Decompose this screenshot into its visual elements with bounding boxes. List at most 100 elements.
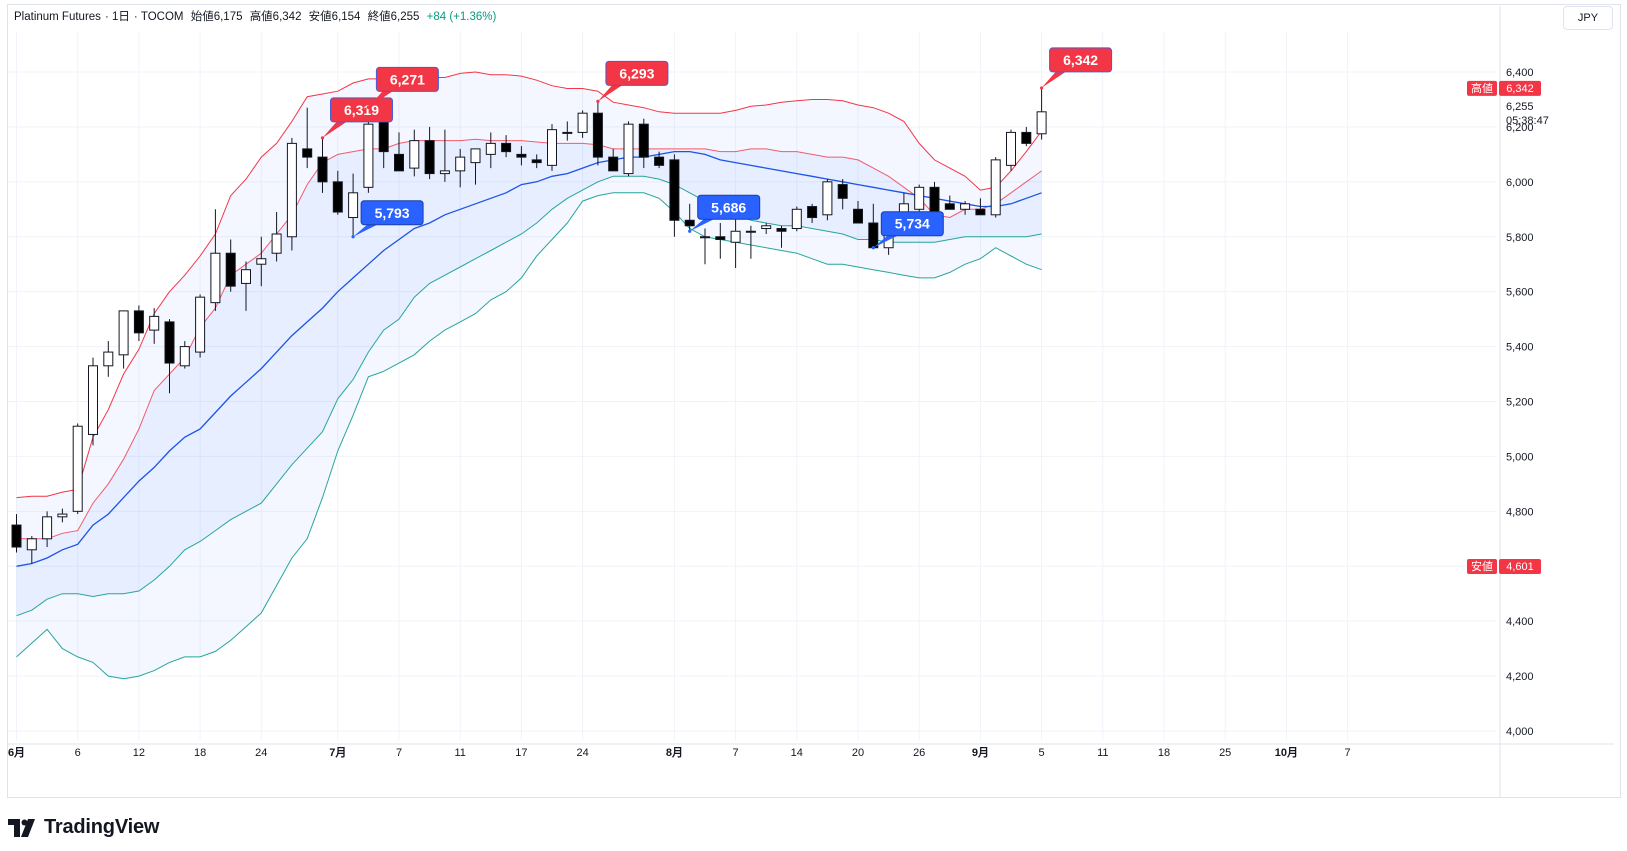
callout-pointer — [368, 91, 393, 108]
time-tick-label: 24 — [576, 747, 588, 759]
candle — [26, 536, 37, 564]
price-tick-label: 5,200 — [1506, 397, 1534, 409]
low-tag-label: 安値 — [1471, 559, 1493, 573]
currency-button[interactable]: JPY — [1563, 6, 1613, 30]
price-tick-label: 6,000 — [1506, 177, 1534, 189]
high-tag-value-bg — [1499, 80, 1541, 96]
callout-pointer — [873, 235, 898, 248]
candle — [439, 129, 450, 182]
candle-body — [470, 148, 481, 164]
callout-label: 6,271 — [390, 71, 425, 87]
candle-body — [745, 230, 756, 233]
candle — [348, 173, 359, 237]
candle-body — [562, 131, 573, 134]
candle-body — [654, 156, 665, 166]
candle-body — [1021, 131, 1032, 144]
high-value: 高値6,342 — [249, 11, 302, 23]
chart-frame — [7, 4, 1621, 798]
candle — [990, 157, 1001, 218]
candle — [179, 341, 190, 369]
callout-anchor — [688, 229, 692, 233]
high-price-tag: 高値 6,342 — [1467, 80, 1541, 96]
candle — [409, 129, 420, 177]
candle — [133, 305, 144, 342]
candle — [57, 508, 68, 523]
high-callout: 6,271 — [366, 66, 439, 110]
candle-body — [195, 296, 206, 353]
low-callout: 5,734 — [871, 211, 944, 250]
candle — [11, 514, 22, 553]
candle-body — [149, 315, 160, 331]
candle — [608, 148, 619, 172]
callout-anchor — [366, 105, 370, 110]
tradingview-logo[interactable]: TradingView — [8, 816, 159, 839]
callout-label: 5,793 — [375, 205, 410, 221]
time-tick-label: 7月 — [329, 746, 346, 759]
price-tags: 高値 6,342 6,255 05:38:47 安値 4,601 — [1467, 80, 1549, 574]
low-tag-value: 4,601 — [1506, 561, 1534, 573]
candle-body — [1006, 131, 1016, 166]
candle — [669, 154, 680, 237]
candle-body — [409, 140, 420, 169]
time-tick-label: 9月 — [972, 746, 989, 759]
low-tag-label-bg — [1467, 558, 1497, 574]
candle — [149, 308, 160, 344]
candle-body — [944, 203, 955, 210]
candle-body — [164, 321, 175, 364]
candle-body — [11, 524, 22, 548]
candle-body — [26, 538, 37, 551]
candle — [684, 203, 695, 232]
candles — [11, 87, 1047, 564]
price-tick-label: 6,200 — [1506, 122, 1534, 134]
candle — [225, 239, 236, 292]
band-outer-lower-line — [16, 192, 1042, 680]
candle-body — [669, 159, 680, 221]
interval-label[interactable]: 1日 — [111, 11, 130, 23]
bollinger-bands — [16, 71, 1043, 680]
time-axis[interactable]: 6月 6 12 18 24 7月 7 11 17 24 8月 7 14 20 26 9月 5 11 18 25 10月 7 — [8, 746, 1351, 759]
price-tick-label: 4,400 — [1506, 616, 1534, 628]
callout-box — [375, 66, 439, 92]
callout-label: 5,734 — [895, 216, 930, 232]
candle — [256, 236, 267, 287]
candle-body — [929, 186, 940, 213]
callout-pointer — [597, 85, 622, 102]
price-axis[interactable]: 4,0004,2004,4004,6004,8005,0005,2005,400… — [1506, 67, 1534, 738]
time-tick-label: 7 — [396, 747, 402, 759]
candle-body — [378, 120, 389, 153]
high-tag-label-bg — [1467, 80, 1497, 96]
candle — [42, 511, 53, 548]
candle — [1006, 129, 1016, 171]
candle — [103, 341, 114, 377]
candle-body — [547, 129, 557, 166]
time-tick-label: 26 — [913, 747, 925, 759]
symbol-header[interactable]: Platinum Futures · 1日 · TOCOM 始値6,175 高値6,… — [14, 11, 497, 23]
symbol-name[interactable]: Platinum Futures — [14, 11, 101, 23]
candle — [286, 137, 297, 251]
candle-body — [807, 206, 818, 219]
candle-body — [439, 170, 450, 175]
candle-body — [133, 310, 144, 334]
band-outer-fill — [16, 72, 1042, 679]
open-value: 始値6,175 — [190, 11, 243, 23]
low-price-tag: 安値 4,601 — [1467, 558, 1541, 574]
candle-body — [990, 159, 1001, 216]
price-tick-label: 4,800 — [1506, 506, 1534, 518]
candle-body — [837, 184, 848, 199]
time-tick-label: 11 — [454, 747, 465, 759]
candle-body — [363, 123, 374, 188]
candle-body — [118, 310, 129, 356]
candle-body — [608, 156, 619, 172]
candle — [241, 261, 251, 311]
time-tick-label: 7 — [1345, 747, 1351, 759]
candle-body — [271, 233, 282, 254]
callout-pointer — [1041, 71, 1066, 88]
candle-body — [501, 142, 512, 153]
candle-body — [394, 153, 404, 172]
exchange-label: TOCOM — [140, 11, 184, 23]
price-chart[interactable]: 6,319 6,271 6,293 6,342 5,793 5,686 5,734 4,00… — [0, 0, 1627, 800]
high-tag-value: 6,342 — [1506, 83, 1534, 95]
time-tick-label: 24 — [255, 747, 267, 759]
candle — [271, 212, 282, 262]
candle-body — [730, 230, 741, 243]
